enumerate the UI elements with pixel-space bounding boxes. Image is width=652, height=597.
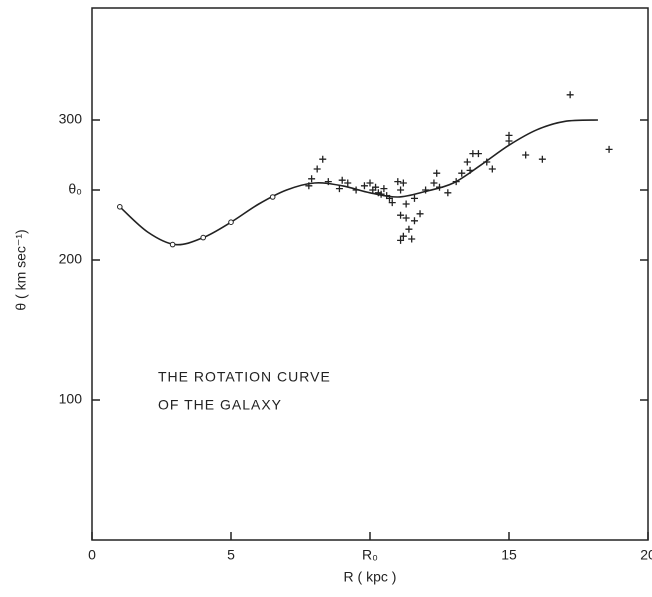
cross-point <box>338 176 346 184</box>
cross-point <box>308 175 316 183</box>
y-tick-label: 200 <box>59 251 83 267</box>
x-tick-label: 5 <box>227 547 235 563</box>
circle-point <box>169 241 176 248</box>
cross-point <box>410 194 418 202</box>
cross-point <box>402 200 410 208</box>
cross-point <box>458 169 466 177</box>
cross-point <box>324 178 332 186</box>
cross-point <box>319 155 327 163</box>
annotation: THE ROTATION CURVE <box>158 369 331 385</box>
cross-point <box>313 165 321 173</box>
cross-point <box>444 189 452 197</box>
cross-point <box>397 236 405 244</box>
rotation-curve <box>119 119 598 246</box>
circle-point <box>228 219 234 225</box>
x-tick-label: 0 <box>88 547 96 563</box>
cross-point <box>344 179 352 187</box>
cross-point <box>372 183 380 191</box>
cross-point <box>394 178 402 186</box>
cross-point <box>466 166 474 174</box>
circle-point <box>200 234 206 241</box>
cross-point <box>410 217 418 225</box>
x-tick-label: 20 <box>640 547 652 563</box>
y-tick-label: 300 <box>59 111 83 127</box>
cross-point <box>522 151 530 159</box>
cross-point <box>605 145 613 153</box>
x-axis-label: R ( kpc ) <box>344 569 397 585</box>
x-tick-label: R₀ <box>362 547 378 563</box>
cross-point <box>566 91 574 99</box>
cross-point <box>380 185 388 193</box>
circle-point <box>117 204 123 210</box>
cross-point <box>360 182 368 190</box>
plot-frame <box>91 7 649 541</box>
cross-point <box>452 178 460 186</box>
cross-point <box>483 158 491 166</box>
cross-point <box>377 190 385 198</box>
x-tick-label: 15 <box>501 547 517 563</box>
cross-point <box>388 199 396 207</box>
cross-point <box>408 235 416 243</box>
cross-point <box>416 210 424 218</box>
cross-point <box>399 232 407 240</box>
cross-point <box>488 165 496 173</box>
cross-point <box>335 185 343 193</box>
y-tick-label: 100 <box>59 391 83 407</box>
cross-point <box>399 179 407 187</box>
cross-point <box>385 194 393 202</box>
cross-point <box>366 179 374 187</box>
y-axis-label: θ ( km sec⁻¹) <box>13 229 29 310</box>
cross-point <box>305 182 313 190</box>
cross-point <box>397 186 405 194</box>
cross-point <box>538 155 546 163</box>
y-tick-label: θ₀ <box>68 181 82 197</box>
cross-point <box>422 186 430 194</box>
cross-point <box>474 150 482 158</box>
circle-point <box>269 194 276 200</box>
cross-point <box>505 131 513 139</box>
cross-point <box>436 183 443 191</box>
cross-point <box>402 214 410 222</box>
cross-point <box>433 169 441 177</box>
cross-point <box>352 186 360 194</box>
annotation: OF THE GALAXY <box>158 397 282 413</box>
cross-point <box>430 179 438 187</box>
cross-point <box>397 211 405 219</box>
cross-point <box>463 158 471 166</box>
cross-point <box>405 225 413 233</box>
